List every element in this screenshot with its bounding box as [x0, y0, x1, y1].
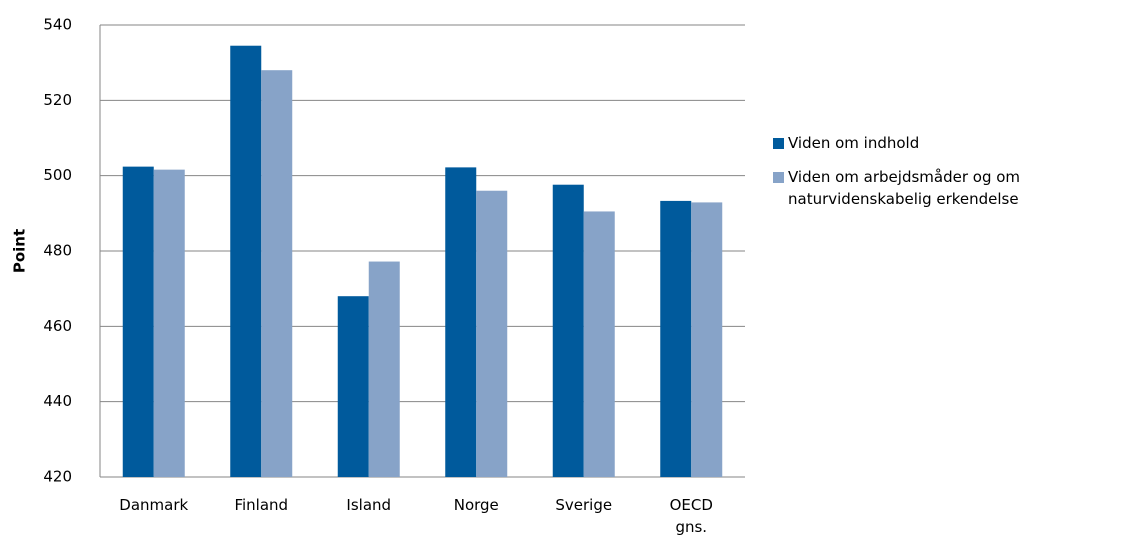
bar [476, 190, 508, 477]
bar [261, 70, 293, 477]
bar [445, 167, 477, 477]
x-tick-label: OECD gns. [661, 494, 721, 538]
bar [583, 211, 615, 477]
x-tick-text: OECD gns. [669, 496, 713, 536]
bar [552, 184, 584, 477]
bar [660, 200, 692, 478]
x-tick-text: Norge [453, 496, 499, 514]
x-tick-text: Sverige [555, 496, 613, 514]
legend-swatch [773, 172, 784, 183]
legend-item: Viden om arbejdsmåder og om naturvidensk… [773, 166, 1123, 210]
legend-swatch [773, 138, 784, 149]
y-tick-label: 480 [43, 242, 72, 260]
bar [122, 166, 154, 478]
x-tick-text: Danmark [119, 496, 189, 514]
legend-item: Viden om indhold [773, 132, 1123, 154]
x-tick-label: Sverige [554, 494, 614, 516]
x-tick-text: Island [346, 496, 392, 514]
bar [368, 261, 400, 477]
y-tick-label: 500 [43, 166, 72, 184]
bar [153, 169, 185, 477]
y-tick-label: 440 [43, 392, 72, 410]
y-tick-label: 540 [43, 16, 72, 34]
y-axis-label: Point [11, 229, 29, 273]
bar [230, 45, 262, 477]
legend-label: Viden om indhold [788, 134, 920, 152]
legend-label: Viden om arbejdsmåder og om naturvidensk… [788, 168, 1021, 208]
x-tick-label: Finland [231, 494, 291, 516]
y-tick-label: 520 [43, 91, 72, 109]
x-tick-label: Norge [446, 494, 506, 516]
y-tick-label: 420 [43, 468, 72, 486]
bar [337, 296, 369, 477]
x-tick-label: Danmark [119, 494, 188, 516]
x-tick-label: Island [339, 494, 399, 516]
y-tick-label: 460 [43, 317, 72, 335]
bar [691, 202, 723, 477]
x-tick-text: Finland [234, 496, 289, 514]
legend: Viden om indhold Viden om arbejdsmåder og… [773, 132, 1123, 222]
